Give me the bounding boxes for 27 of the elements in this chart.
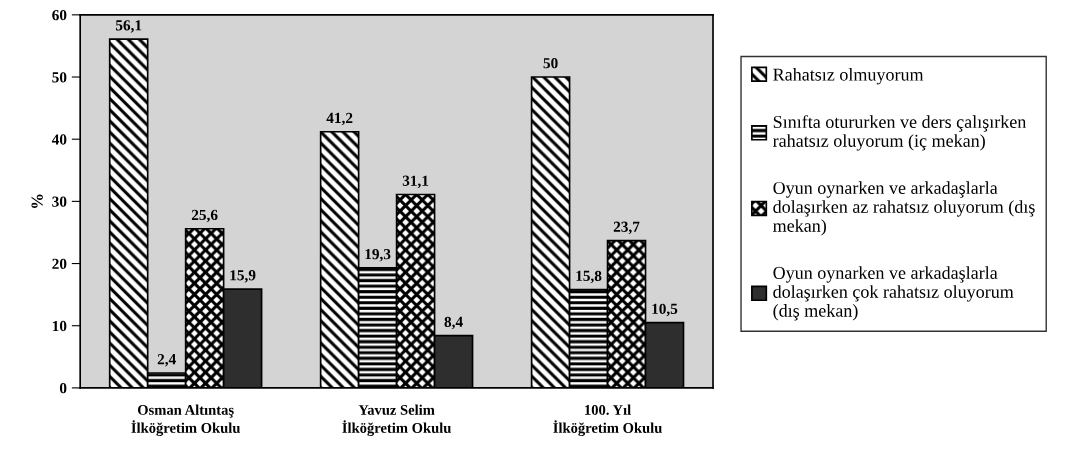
x-tick-label: 100. Yıl İlköğretim Okulu: [553, 404, 662, 436]
y-tick-label: 10: [52, 320, 67, 332]
x-tick-label: Yavuz Selim İlköğretim Okulu: [342, 404, 451, 436]
x-tick-label: Osman Altıntaş İlköğretim Okulu: [131, 404, 241, 436]
y-tick-label: 50: [52, 72, 67, 83]
y-axis-title: %: [31, 194, 43, 208]
data-label: 23,7: [613, 221, 640, 235]
legend-label: Rahatsız olmuyorum: [773, 68, 924, 85]
data-label: 8,4: [444, 316, 463, 330]
y-tick-label: 60: [52, 9, 67, 21]
data-label: 41,2: [326, 112, 353, 126]
legend-label: Oyun oynarken ve arkadaşlarla dolaşırken az rahatsız oluyorum (dış mekan): [773, 181, 1035, 236]
data-label: 50: [543, 58, 558, 69]
data-label: 10,5: [652, 303, 678, 317]
data-label: 19,3: [365, 248, 391, 262]
y-tick-label: 20: [52, 258, 67, 269]
y-tick-label: 30: [52, 196, 67, 207]
y-tick-label: 0: [59, 383, 67, 394]
data-label: 15,8: [576, 270, 602, 284]
data-label: 56,1: [115, 20, 142, 33]
data-label: 25,6: [191, 209, 218, 223]
data-label: 15,9: [230, 270, 256, 283]
data-label: 2,4: [157, 354, 176, 367]
y-tick-label: 40: [51, 134, 67, 145]
data-label: 31,1: [402, 175, 429, 189]
legend-label: Sınıfta otururken ve ders çalışırken rahatsız oluyorum (iç mekan): [772, 115, 1027, 151]
legend-label: Oyun oynarken ve arkadaşlarla dolaşırken çok rahatsız oluyorum (dış mekan): [773, 266, 1014, 321]
